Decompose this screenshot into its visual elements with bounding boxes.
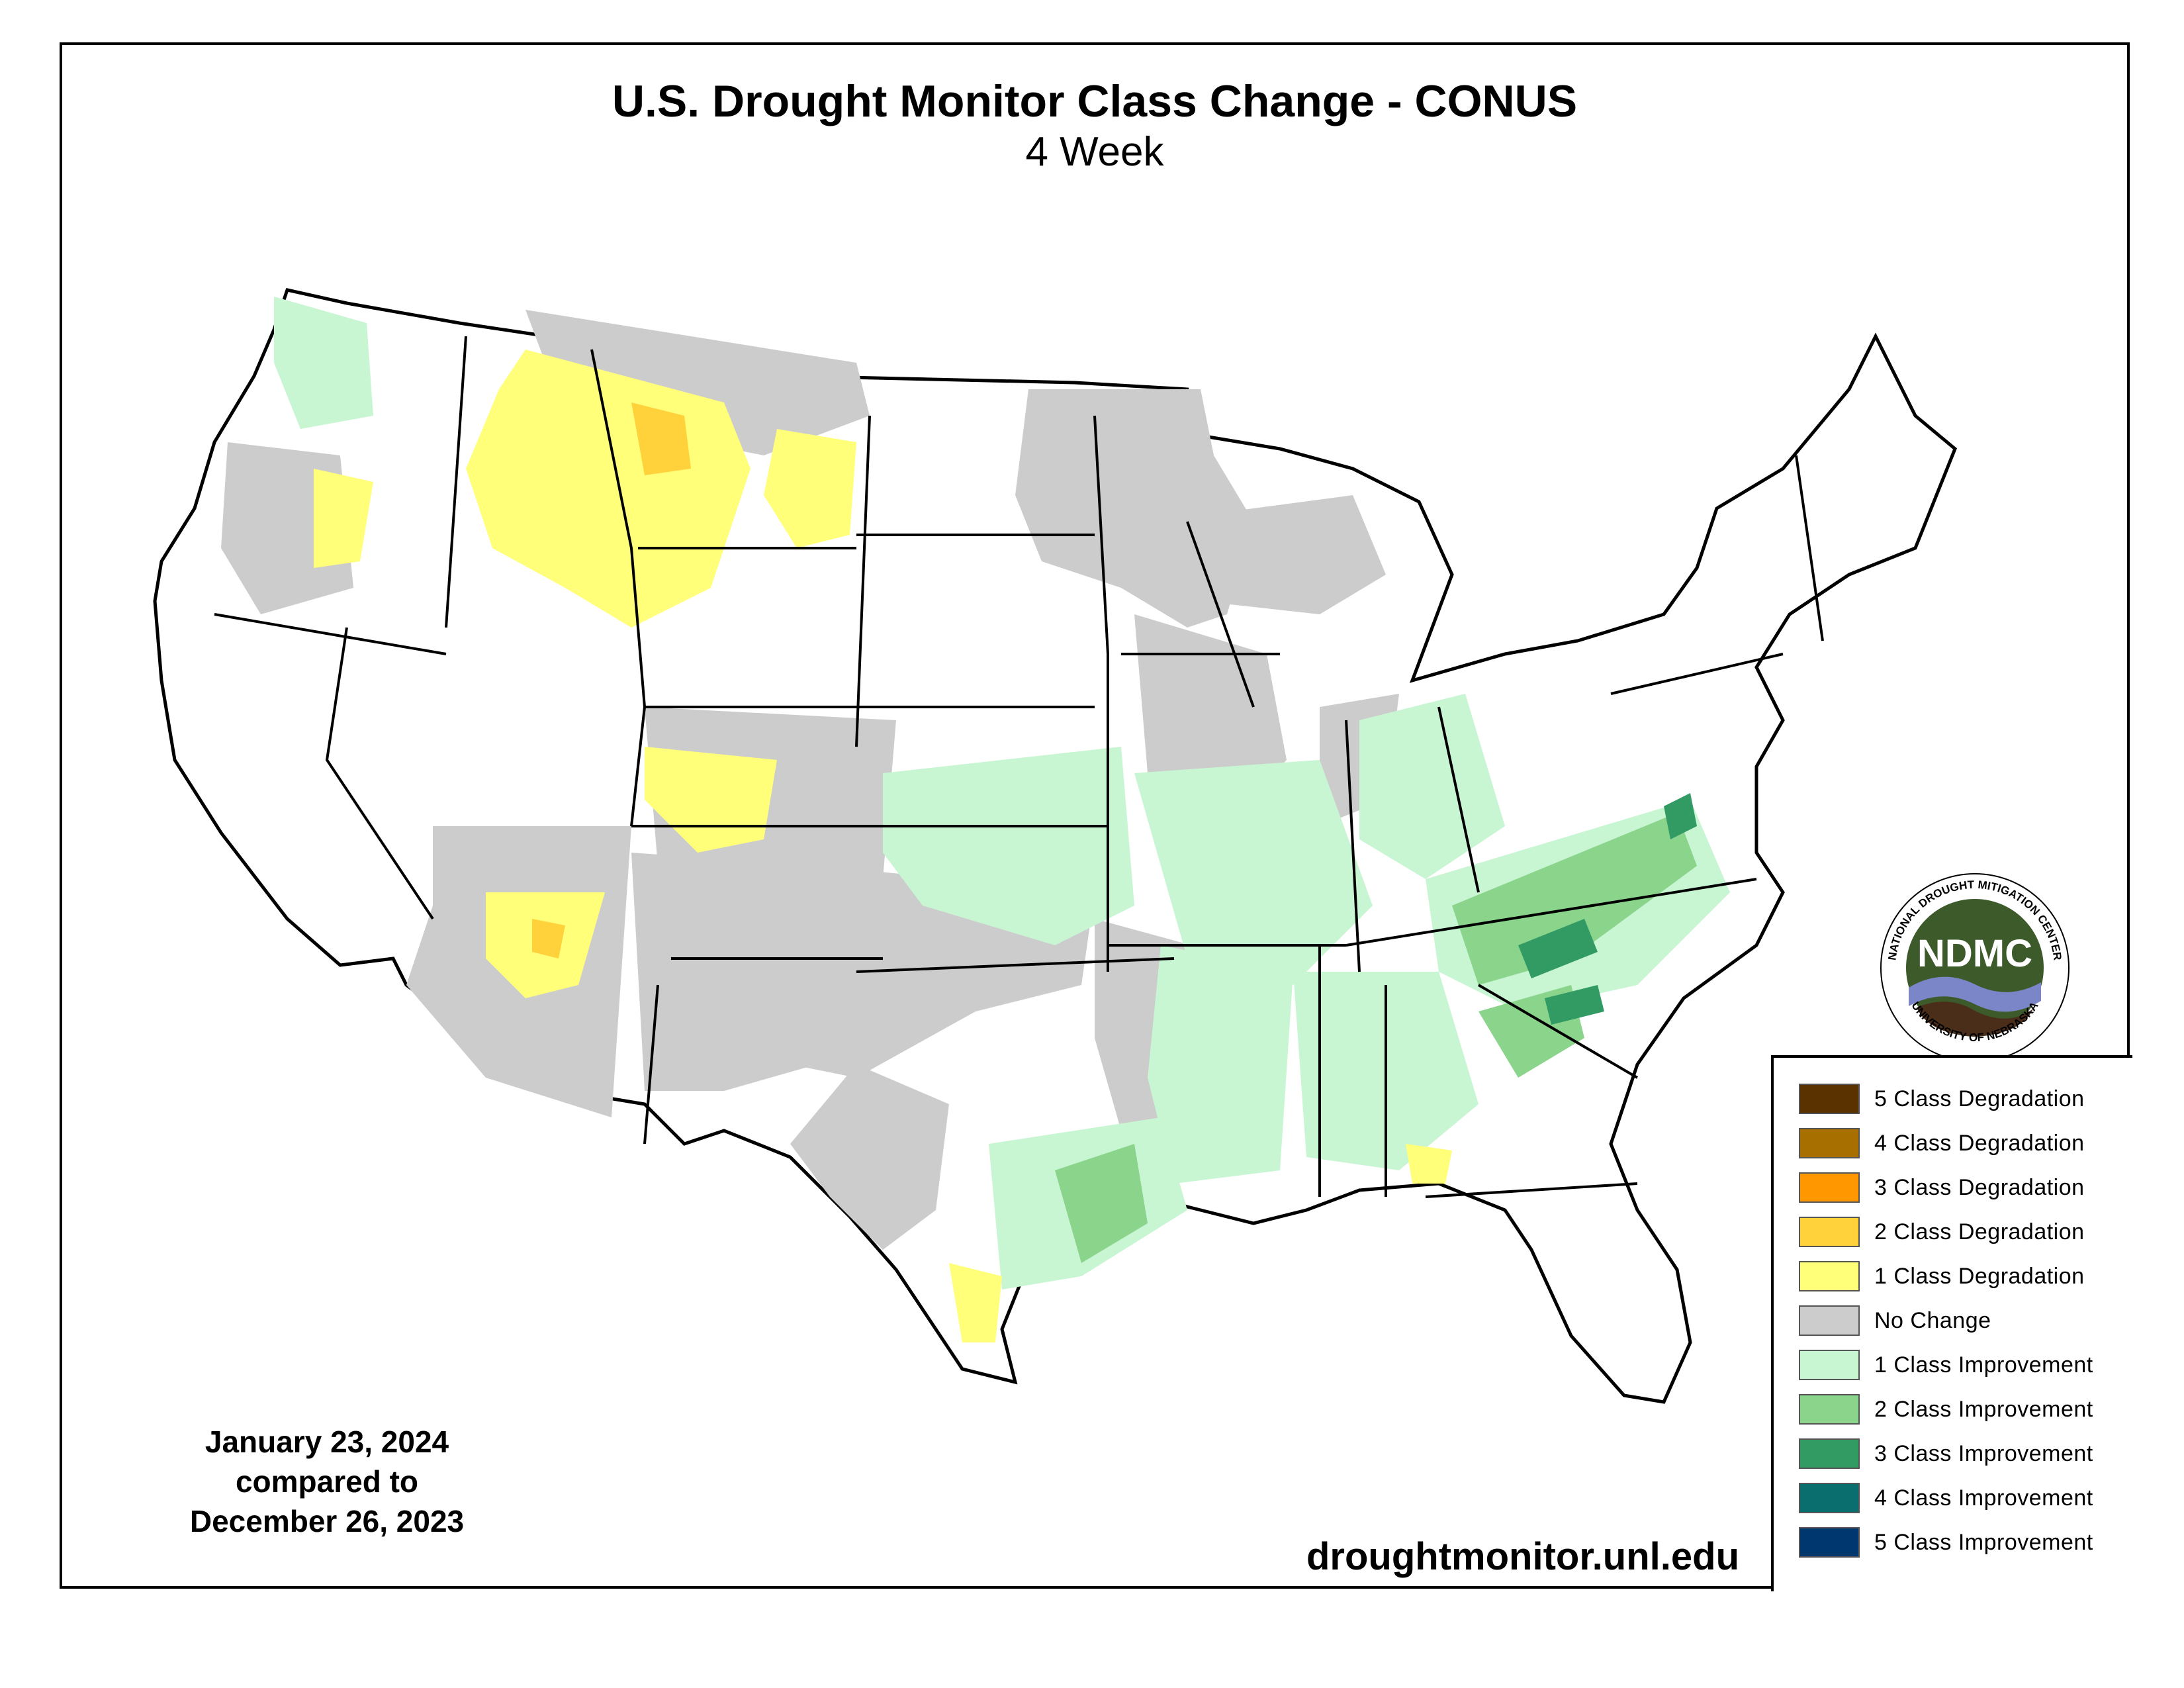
- legend-item: 3 Class Improvement: [1799, 1436, 2093, 1471]
- legend-swatch: [1799, 1305, 1860, 1336]
- legend-item: 4 Class Degradation: [1799, 1126, 2085, 1160]
- degradation-1-class-regions: [314, 350, 1452, 1342]
- legend-item: 2 Class Improvement: [1799, 1392, 2093, 1427]
- legend-label: 4 Class Improvement: [1874, 1485, 2093, 1511]
- legend-swatch: [1799, 1217, 1860, 1247]
- legend-label: 1 Class Degradation: [1874, 1263, 2085, 1289]
- date-current: January 23, 2024: [205, 1425, 449, 1459]
- legend-label: 3 Class Improvement: [1874, 1440, 2093, 1466]
- legend-swatch: [1799, 1394, 1860, 1425]
- improvement-2-class-regions: [1055, 813, 1697, 1263]
- map-title: U.S. Drought Monitor Class Change - CONU…: [612, 76, 1578, 126]
- legend-label: 1 Class Improvement: [1874, 1352, 2093, 1378]
- legend-item: 1 Class Improvement: [1799, 1348, 2093, 1382]
- legend-label: 4 Class Degradation: [1874, 1130, 2085, 1156]
- legend-swatch: [1799, 1527, 1860, 1558]
- legend-item: No Change: [1799, 1303, 1991, 1338]
- legend-swatch: [1799, 1084, 1860, 1114]
- legend: 5 Class Degradation 4 Class Degradation …: [1771, 1055, 2132, 1591]
- legend-item: 4 Class Improvement: [1799, 1481, 2093, 1515]
- conus-map: [153, 288, 1957, 1404]
- logo-center-text: NDMC: [1917, 932, 2032, 975]
- legend-item: 1 Class Degradation: [1799, 1259, 2085, 1293]
- legend-label: 3 Class Degradation: [1874, 1174, 2085, 1200]
- map-subtitle: 4 Week: [1025, 129, 1164, 175]
- map-frame: U.S. Drought Monitor Class Change - CONU…: [60, 42, 2132, 1591]
- degradation-2-class-regions: [532, 402, 691, 959]
- legend-label: 2 Class Degradation: [1874, 1219, 2085, 1244]
- source-url: droughtmonitor.unl.edu: [1306, 1535, 1740, 1578]
- legend-swatch: [1799, 1350, 1860, 1380]
- legend-swatch: [1799, 1172, 1860, 1203]
- legend-swatch: [1799, 1128, 1860, 1158]
- improvement-3-class-regions: [1518, 793, 1697, 1025]
- legend-label: No Change: [1874, 1307, 1991, 1333]
- legend-label: 5 Class Improvement: [1874, 1529, 2093, 1555]
- date-compared-to: compared to: [235, 1464, 419, 1499]
- legend-item: 5 Class Degradation: [1799, 1082, 2085, 1116]
- legend-item: 3 Class Degradation: [1799, 1170, 2085, 1205]
- legend-swatch: [1799, 1438, 1860, 1469]
- date-previous: December 26, 2023: [189, 1504, 465, 1538]
- legend-item: 5 Class Improvement: [1799, 1525, 2093, 1560]
- legend-item: 2 Class Degradation: [1799, 1215, 2085, 1249]
- legend-label: 5 Class Degradation: [1874, 1086, 2085, 1111]
- date-range: January 23, 2024 compared to December 26…: [109, 1422, 545, 1541]
- legend-swatch: [1799, 1261, 1860, 1291]
- legend-swatch: [1799, 1483, 1860, 1513]
- ndmc-logo: NDMC NATIONAL DROUGHT MITIGATION CENTER …: [1880, 873, 2070, 1062]
- legend-label: 2 Class Improvement: [1874, 1396, 2093, 1422]
- state-boundaries: [214, 336, 1824, 1198]
